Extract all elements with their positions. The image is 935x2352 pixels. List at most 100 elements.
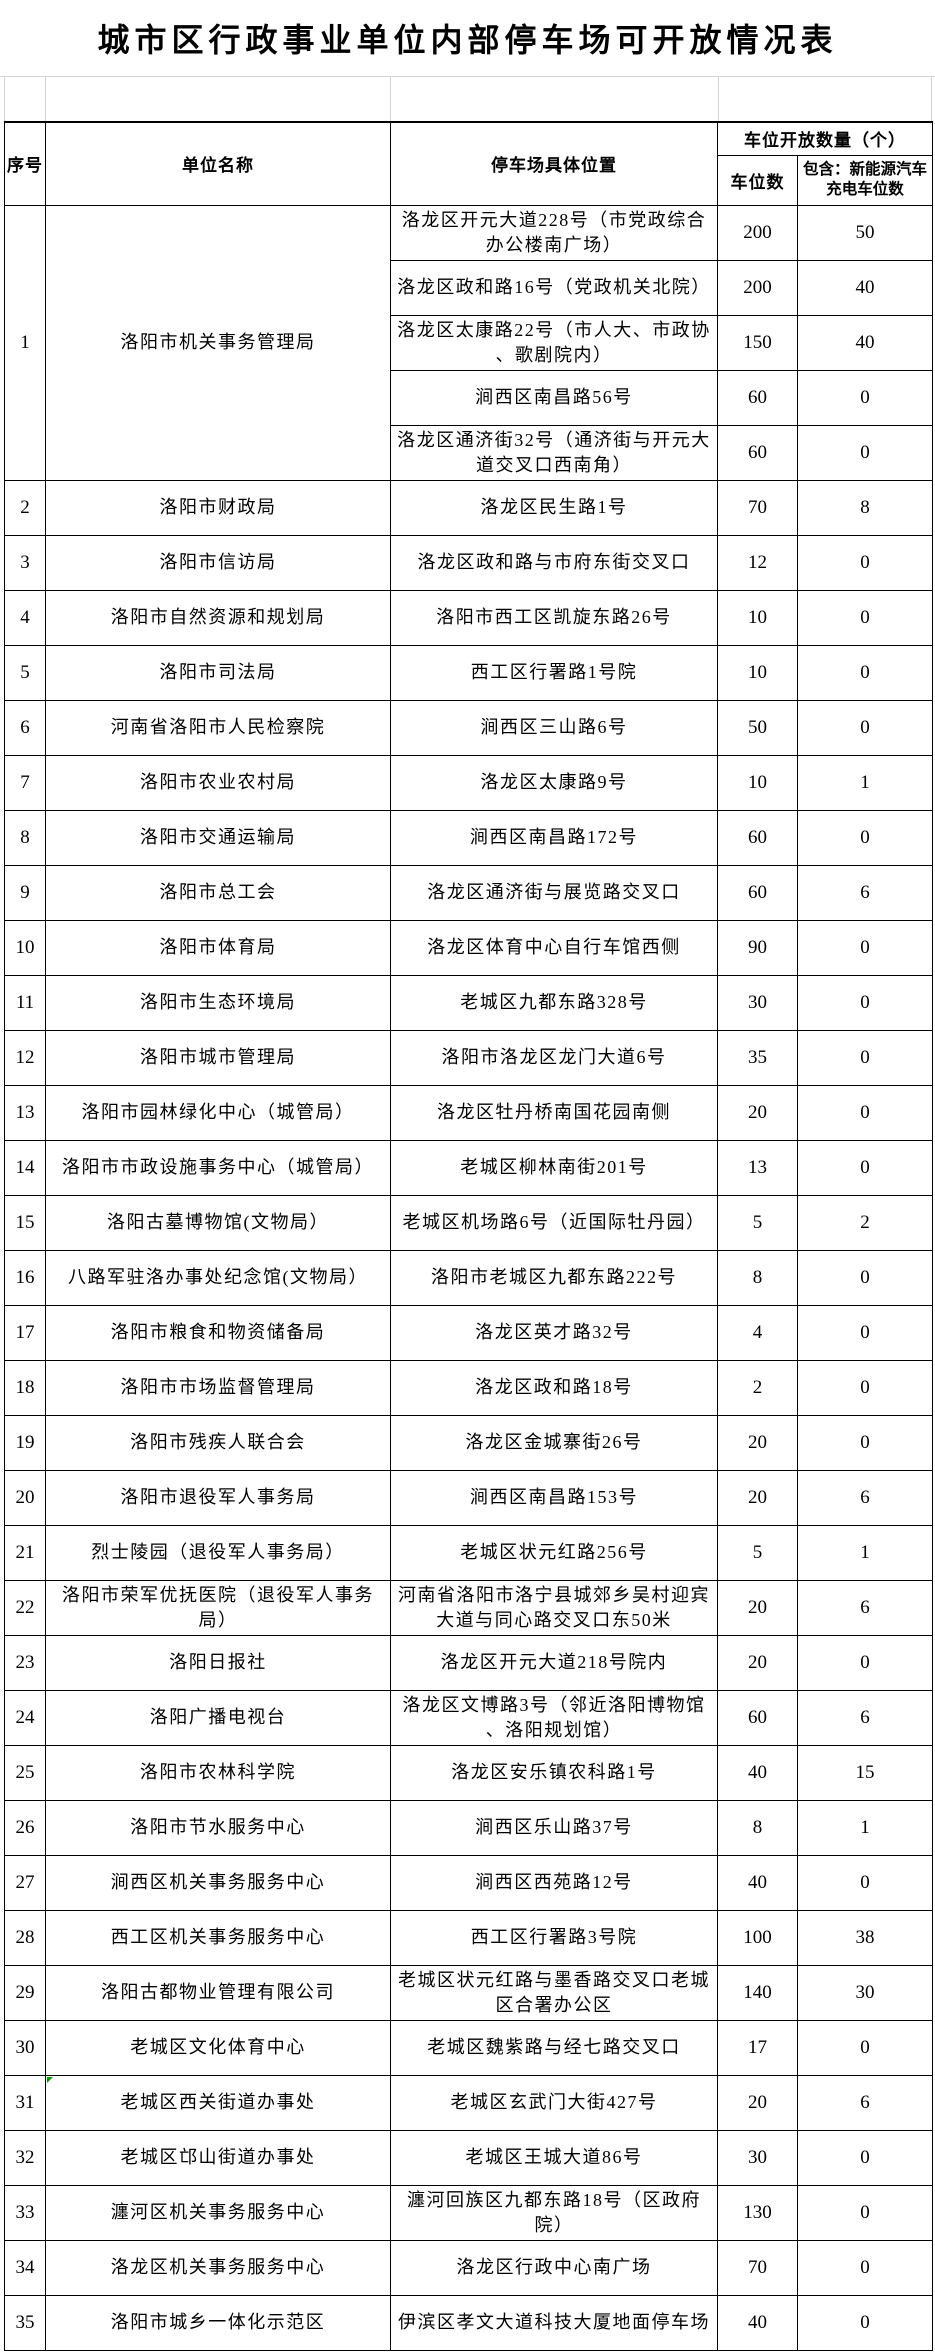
spaces-count-cell: 10 [717, 589, 798, 646]
unit-name-cell: 洛阳市粮食和物资储备局 [45, 1304, 391, 1361]
location-cell: 洛龙区太康路9号 [390, 754, 718, 811]
location-cell: 洛龙区太康路22号（市人大、市政协 、歌剧院内） [390, 314, 718, 371]
spaces-count-cell: 130 [717, 2184, 798, 2241]
charging-count-cell: 8 [797, 479, 933, 536]
location-cell: 涧西区三山路6号 [390, 699, 718, 756]
charging-count-cell: 0 [797, 1854, 933, 1911]
grid-line [45, 77, 46, 121]
location-cell: 老城区魏紫路与经七路交叉口 [390, 2019, 718, 2076]
spaces-count-cell: 150 [717, 314, 798, 371]
table-row: 2 洛阳市财政局 洛龙区民生路1号 70 8 [4, 479, 933, 536]
spaces-count-cell: 30 [717, 2129, 798, 2186]
charging-count-cell: 2 [797, 1194, 933, 1251]
table-row: 15 洛阳古墓博物馆(文物局） 老城区机场路6号（近国际牡丹园） 5 2 [4, 1194, 933, 1251]
location-cell: 洛龙区金城寨街26号 [390, 1414, 718, 1471]
charging-count-cell: 1 [797, 1799, 933, 1856]
charging-count-cell: 0 [797, 699, 933, 756]
unit-name-cell: 洛阳市司法局 [45, 644, 391, 701]
unit-name-cell: 涧西区机关事务服务中心 [45, 1854, 391, 1911]
charging-count-cell: 0 [797, 2019, 933, 2076]
table-row: 9 洛阳市总工会 洛龙区通济街与展览路交叉口 60 6 [4, 864, 933, 921]
charging-count-cell: 0 [797, 1359, 933, 1416]
charging-count-cell: 0 [797, 2129, 933, 2186]
row-index-cell: 29 [4, 1964, 46, 2021]
table-row: 16 八路军驻洛办事处纪念馆(文物局） 洛阳市老城区九都东路222号 8 0 [4, 1249, 933, 1306]
table-row: 25 洛阳市农林科学院 洛龙区安乐镇农科路1号 40 15 [4, 1744, 933, 1801]
spaces-count-cell: 60 [717, 809, 798, 866]
row-index-cell: 23 [4, 1634, 46, 1691]
row-index-cell: 27 [4, 1854, 46, 1911]
unit-name-cell: 洛阳市农业农村局 [45, 754, 391, 811]
charging-count-cell: 0 [797, 974, 933, 1031]
charging-count-cell: 0 [797, 1634, 933, 1691]
unit-name-cell: 洛阳市信访局 [45, 534, 391, 591]
page-title: 城市区行政事业单位内部停车场可开放情况表 [0, 0, 935, 77]
grid-line [931, 77, 932, 121]
location-cell: 涧西区南昌路172号 [390, 809, 718, 866]
spaces-count-cell: 30 [717, 974, 798, 1031]
unit-name-cell: 洛阳市市场监督管理局 [45, 1359, 391, 1416]
location-cell: 洛龙区牡丹桥南国花园南侧 [390, 1084, 718, 1141]
table-row: 23 洛阳日报社 洛龙区开元大道218号院内 20 0 [4, 1634, 933, 1691]
spaces-count-cell: 100 [717, 1909, 798, 1966]
location-cell: 老城区状元红路与墨香路交叉口老城 区合署办公区 [390, 1964, 718, 2021]
location-cell: 洛阳市西工区凯旋东路26号 [390, 589, 718, 646]
row-index-cell: 2 [4, 479, 46, 536]
spaces-count-cell: 20 [717, 1084, 798, 1141]
charging-count-cell: 6 [797, 1689, 933, 1746]
spaces-count-cell: 200 [717, 259, 798, 316]
charging-count-cell: 1 [797, 1524, 933, 1581]
charging-count-cell: 0 [797, 1029, 933, 1086]
table-row: 34 洛龙区机关事务服务中心 洛龙区行政中心南广场 70 0 [4, 2239, 933, 2296]
spaces-count-cell: 60 [717, 1689, 798, 1746]
location-cell: 洛龙区安乐镇农科路1号 [390, 1744, 718, 1801]
spaces-count-cell: 40 [717, 1744, 798, 1801]
charging-count-cell: 38 [797, 1909, 933, 1966]
charging-count-cell: 30 [797, 1964, 933, 2021]
unit-name-cell: 洛阳市农林科学院 [45, 1744, 391, 1801]
header-row-1: 序号 单位名称 停车场具体位置 车位开放数量（个） [4, 121, 933, 206]
table-row: 24 洛阳广播电视台 洛龙区文博路3号（邻近洛阳博物馆 、洛阳规划馆） 60 6 [4, 1689, 933, 1746]
spaces-count-cell: 8 [717, 1799, 798, 1856]
row-index-cell: 24 [4, 1689, 46, 1746]
spaces-count-cell: 40 [717, 2294, 798, 2351]
table-row: 18 洛阳市市场监督管理局 洛龙区政和路18号 2 0 [4, 1359, 933, 1416]
table-row: 洛龙区通济街32号（通济街与开元大 道交叉口西南角） 60 0 [5, 424, 933, 481]
row-index-cell: 22 [4, 1579, 46, 1636]
table-row: 涧西区南昌路56号 60 0 [5, 369, 933, 426]
spaces-count-cell: 40 [717, 1854, 798, 1911]
location-cell: 涧西区南昌路56号 [390, 369, 718, 426]
unit-name-cell: 洛阳市体育局 [45, 919, 391, 976]
row-index-cell: 19 [4, 1414, 46, 1471]
unit-name-cell: 洛阳日报社 [45, 1634, 391, 1691]
spaces-count-cell: 90 [717, 919, 798, 976]
table-row: 22 洛阳市荣军优抚医院（退役军人事务 局） 河南省洛阳市洛宁县城郊乡吴村迎宾 大道… [4, 1579, 933, 1636]
table-row: 20 洛阳市退役军人事务局 涧西区南昌路153号 20 6 [4, 1469, 933, 1526]
location-cell: 西工区行署路3号院 [390, 1909, 718, 1966]
unit-name-cell: 洛阳古墓博物馆(文物局） [45, 1194, 391, 1251]
spaces-count-cell: 70 [717, 479, 798, 536]
table-row: 35 洛阳市城乡一体化示范区 伊滨区孝文大道科技大厦地面停车场 40 0 [4, 2294, 933, 2351]
row-index-cell: 15 [4, 1194, 46, 1251]
location-cell: 洛龙区政和路18号 [390, 1359, 718, 1416]
unit-name-cell: 烈士陵园（退役军人事务局） [45, 1524, 391, 1581]
spaces-count-cell: 50 [717, 699, 798, 756]
spaces-count-cell: 13 [717, 1139, 798, 1196]
header-open-count-group: 车位开放数量（个） [717, 121, 933, 156]
row-index-cell: 11 [4, 974, 46, 1031]
table-row: 10 洛阳市体育局 洛龙区体育中心自行车馆西侧 90 0 [4, 919, 933, 976]
location-cell: 洛龙区政和路16号（党政机关北院） [390, 259, 718, 316]
table-row: 洛龙区太康路22号（市人大、市政协 、歌剧院内） 150 40 [5, 314, 933, 371]
table-row: 5 洛阳市司法局 西工区行署路1号院 10 0 [4, 644, 933, 701]
charging-count-cell: 0 [797, 424, 933, 481]
charging-count-cell: 40 [797, 314, 933, 371]
location-cell: 涧西区乐山路37号 [390, 1799, 718, 1856]
cell-corner-marker [47, 2076, 53, 2083]
row-index-cell: 21 [4, 1524, 46, 1581]
table-row: 1 洛阳市机关事务管理局 洛龙区开元大道228号（市党政综合 办公楼南广场） 200 5… [4, 204, 933, 481]
charging-count-cell: 0 [797, 534, 933, 591]
row-index-cell: 5 [4, 644, 46, 701]
location-cell: 洛龙区文博路3号（邻近洛阳博物馆 、洛阳规划馆） [390, 1689, 718, 1746]
header-index: 序号 [4, 121, 46, 206]
spaces-count-cell: 60 [717, 369, 798, 426]
